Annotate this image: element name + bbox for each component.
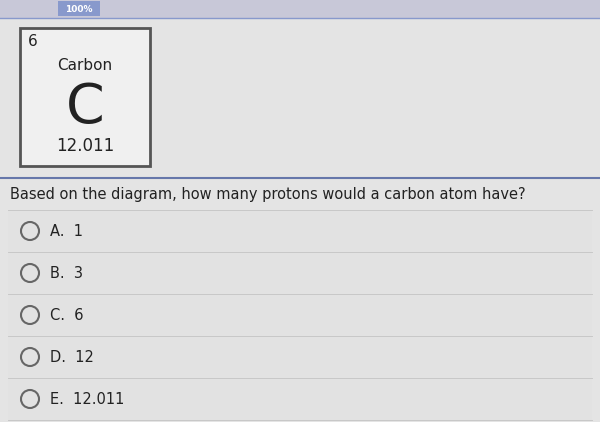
- Text: A.  1: A. 1: [50, 224, 83, 238]
- FancyBboxPatch shape: [20, 28, 150, 166]
- Text: Carbon: Carbon: [58, 59, 113, 73]
- Text: 100%: 100%: [65, 5, 93, 14]
- Text: D.  12: D. 12: [50, 349, 94, 365]
- Text: C.  6: C. 6: [50, 308, 83, 322]
- Text: Based on the diagram, how many protons would a carbon atom have?: Based on the diagram, how many protons w…: [10, 187, 526, 203]
- Text: 12.011: 12.011: [56, 137, 114, 155]
- FancyBboxPatch shape: [58, 1, 100, 16]
- FancyBboxPatch shape: [8, 294, 592, 336]
- FancyBboxPatch shape: [0, 18, 600, 422]
- FancyBboxPatch shape: [8, 336, 592, 378]
- FancyBboxPatch shape: [8, 252, 592, 294]
- FancyBboxPatch shape: [8, 210, 592, 252]
- Text: 6: 6: [28, 35, 38, 49]
- FancyBboxPatch shape: [8, 378, 592, 420]
- Text: E.  12.011: E. 12.011: [50, 392, 124, 406]
- FancyBboxPatch shape: [0, 0, 600, 18]
- Text: B.  3: B. 3: [50, 265, 83, 281]
- Text: C: C: [65, 81, 104, 135]
